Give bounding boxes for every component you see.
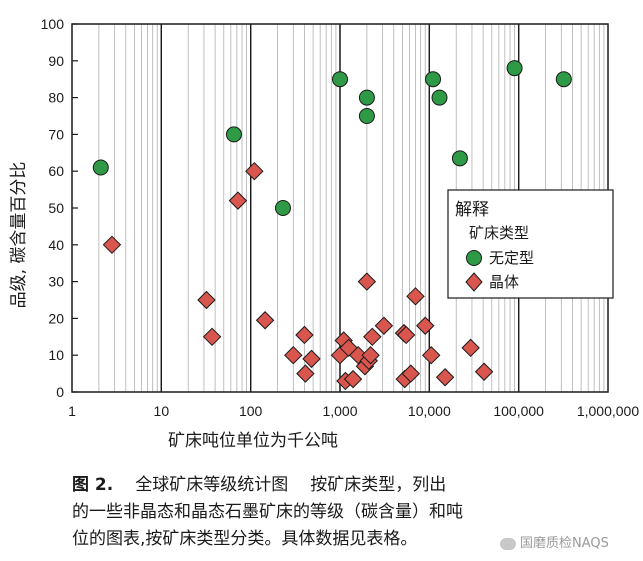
legend-diamond-marker	[465, 272, 483, 292]
legend-subtitle: 矿床类型	[469, 224, 529, 242]
amorphous-point	[225, 126, 242, 143]
crystalline-point	[343, 369, 363, 389]
legend-label-crystalline: 晶体	[489, 273, 519, 291]
figure-caption: 图 2. 全球矿床等级统计图 按矿床类型，列出 的一些非晶态和晶态石墨矿床的等级（碳…	[72, 472, 592, 553]
y-tick-label: 30	[48, 274, 64, 290]
y-tick-label: 10	[48, 347, 64, 363]
crystalline-point	[363, 327, 382, 347]
crystalline-point	[255, 311, 275, 330]
y-tick-label: 80	[48, 90, 64, 106]
x-tick-label: 1,000	[322, 403, 357, 419]
x-tick-label: 100,000	[493, 403, 544, 419]
watermark: 国磨质检NAQS	[500, 532, 609, 551]
y-tick-label: 90	[48, 53, 64, 69]
y-tick-label: 100	[41, 16, 65, 32]
crystalline-point	[435, 368, 455, 387]
caption-line1-tail: 按矿床类型，列出	[310, 475, 447, 495]
x-tick-label: 10	[154, 403, 170, 419]
legend-label-amorphous: 无定型	[489, 249, 534, 267]
crystalline-point	[197, 290, 216, 310]
crystalline-point	[228, 191, 248, 210]
crystalline-point	[284, 345, 303, 365]
caption-figure-label: 图 2.	[72, 475, 114, 495]
legend-title: 解释	[455, 200, 489, 220]
y-tick-label: 40	[48, 237, 64, 253]
y-axis-ticks: 0 10 20 30 40 50 60 70 80 90 100	[41, 16, 78, 400]
crystalline-point	[416, 316, 435, 335]
crystalline-point	[295, 325, 314, 345]
crystalline-point	[245, 161, 264, 181]
legend-circle-marker	[466, 250, 482, 266]
amorphous-point	[358, 89, 375, 106]
crystalline-point	[361, 345, 380, 365]
amorphous-point	[425, 71, 442, 88]
amorphous-point	[451, 150, 468, 167]
data-points	[92, 60, 572, 391]
caption-title: 全球矿床等级统计图	[135, 475, 289, 495]
amorphous-point	[358, 108, 375, 124]
crystalline-point	[102, 235, 122, 255]
y-tick-label: 50	[48, 200, 64, 216]
x-tick-label: 1	[68, 403, 76, 419]
crystalline-point	[296, 364, 315, 383]
amorphous-point	[555, 71, 572, 88]
crystalline-point	[406, 287, 425, 306]
crystalline-point	[461, 338, 480, 358]
y-tick-label: 60	[48, 163, 64, 179]
crystalline-point	[401, 364, 420, 383]
crystalline-point	[302, 349, 321, 369]
crystalline-point	[357, 272, 377, 291]
x-tick-label: 1,000,000	[577, 403, 639, 419]
y-axis-title: 品级, 碳含量百分比	[9, 162, 29, 309]
x-tick-label: 100	[239, 403, 263, 419]
x-axis-title: 矿床吨位单位为千公吨	[168, 431, 338, 451]
legend: 解释 矿床类型 无定型 晶体	[447, 189, 614, 299]
crystalline-point	[374, 316, 394, 335]
crystalline-point	[474, 362, 494, 381]
caption-line-1: 图 2. 全球矿床等级统计图 按矿床类型，列出	[72, 472, 592, 499]
amorphous-point	[332, 71, 348, 88]
caption-line-3: 位的图表,按矿床类型分类。具体数据见表格。	[72, 529, 418, 549]
crystalline-point	[396, 325, 416, 345]
x-axis-ticks: 1 10 100 1,000 10,000 100,000 1,000,000	[68, 403, 639, 419]
wechat-icon	[500, 537, 516, 550]
amorphous-point	[274, 200, 291, 216]
watermark-text: 国磨质检NAQS	[520, 536, 609, 551]
y-tick-label: 70	[48, 126, 64, 142]
y-tick-label: 0	[56, 384, 64, 400]
amorphous-point	[92, 159, 109, 176]
x-tick-label: 10,000	[408, 403, 451, 419]
amorphous-point	[506, 60, 523, 77]
caption-line-2: 的一些非晶态和晶态石墨矿床的等级（碳含量）和吨	[72, 502, 463, 522]
crystalline-point	[202, 327, 222, 347]
y-tick-label: 20	[48, 310, 64, 326]
crystalline-point	[422, 345, 441, 365]
amorphous-point	[431, 89, 448, 106]
